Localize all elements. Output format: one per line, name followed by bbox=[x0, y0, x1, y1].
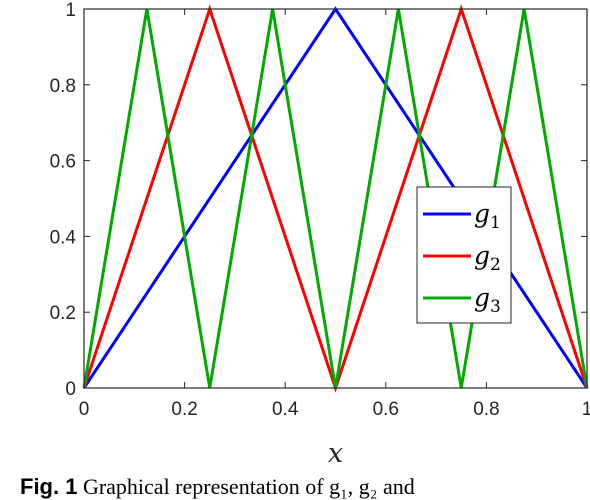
y-tick-label: 1 bbox=[65, 0, 76, 21]
caption-text: Graphical representation of g₁, g₂ and bbox=[82, 474, 415, 499]
legend-entry-g3: g3 bbox=[474, 283, 501, 317]
y-tick-label: 0 bbox=[65, 379, 76, 400]
y-tick-label: 0.2 bbox=[50, 303, 76, 324]
x-axis: 0 0.2 0.4 0.6 0.8 1 bbox=[79, 9, 590, 420]
x-tick-label: 0.6 bbox=[373, 399, 399, 420]
x-axis-label: x bbox=[328, 438, 343, 469]
x-tick-label: 0.8 bbox=[473, 399, 499, 420]
axes-box bbox=[83, 8, 588, 389]
x-tick-label: 0.2 bbox=[171, 399, 197, 420]
caption-label: Fig. 1 bbox=[20, 474, 78, 499]
x-tick-label: 1 bbox=[582, 399, 590, 420]
x-tick-label: 0 bbox=[79, 399, 90, 420]
figure-caption: Fig. 1 Graphical representation of g₁, g… bbox=[20, 474, 415, 500]
series-line-g2 bbox=[82, 4, 589, 393]
legend-entry-g1: g1 bbox=[474, 199, 501, 233]
legend: g1 g2 g3 bbox=[416, 186, 512, 324]
x-tick-label: 0.4 bbox=[272, 399, 299, 420]
y-tick-label: 0.6 bbox=[50, 152, 76, 173]
y-tick-label: 0.4 bbox=[50, 227, 77, 248]
y-tick-label: 0.8 bbox=[50, 76, 76, 97]
series-line-g1 bbox=[82, 6, 589, 389]
legend-entry-g2: g2 bbox=[474, 241, 501, 275]
plot-lines bbox=[82, 4, 589, 393]
series-line-g3 bbox=[82, 8, 589, 389]
y-axis: 0 0.2 0.4 0.6 0.8 1 bbox=[50, 0, 587, 400]
